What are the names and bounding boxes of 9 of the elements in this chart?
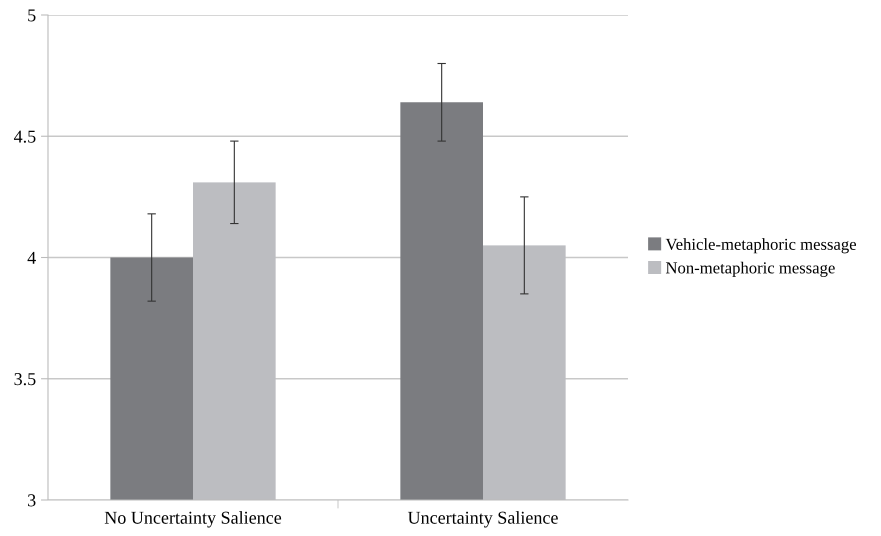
y-tick-label: 4.5	[14, 130, 36, 143]
y-tick-label: 5	[28, 9, 36, 22]
y-tick-label: 4	[28, 252, 36, 264]
y-tick-label: 3	[28, 494, 36, 506]
y-tick-label: 3.5	[14, 373, 36, 386]
x-tick-label: Uncertainty Salience	[408, 511, 558, 528]
legend-label: Vehicle-metaphoric message	[666, 238, 856, 254]
x-tick-label: No Uncertainty Salience	[104, 511, 282, 528]
legend-label: Non-metaphoric message	[666, 262, 835, 277]
